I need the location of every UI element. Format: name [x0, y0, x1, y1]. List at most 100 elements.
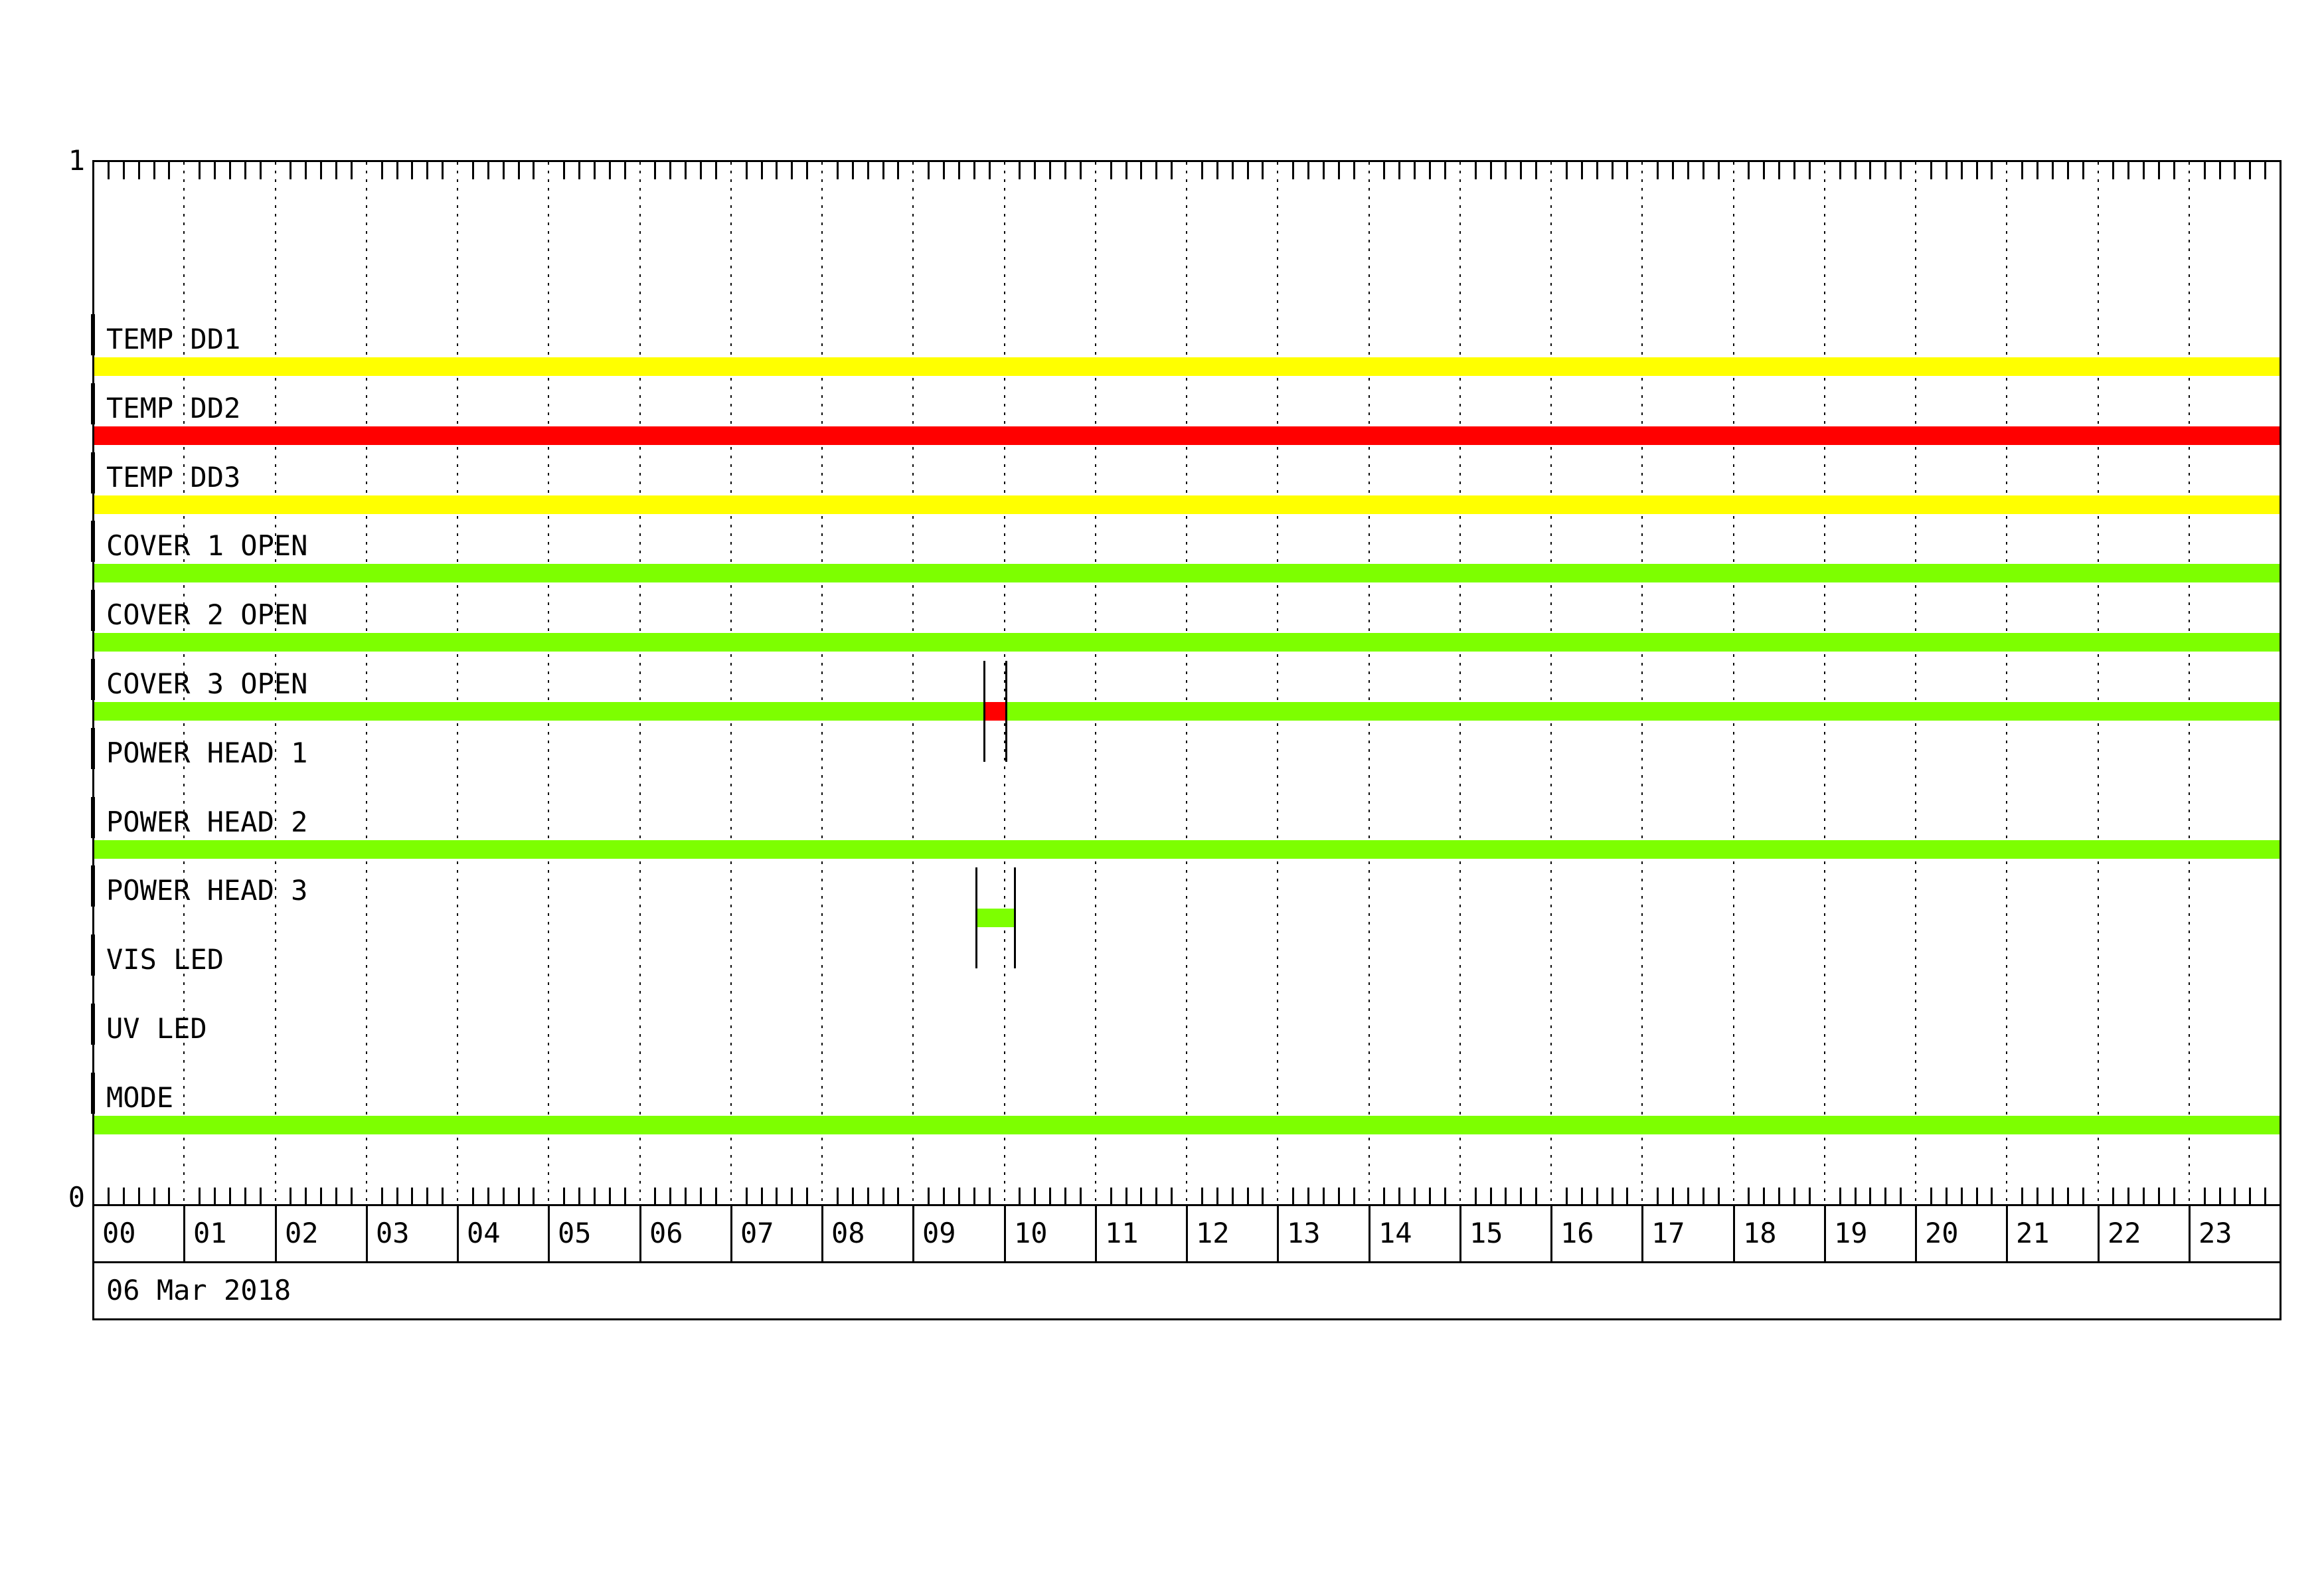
hour-gridline [1004, 162, 1005, 1205]
row-label: TEMP DD1 [106, 323, 241, 355]
hour-label: 13 [1287, 1217, 1321, 1249]
hour-cell-separator [2098, 1205, 2100, 1262]
top-minor-tick [609, 162, 611, 179]
hour-label: 14 [1378, 1217, 1412, 1249]
bottom-minor-tick [1383, 1188, 1385, 1205]
hour-cell-separator [1186, 1205, 1188, 1262]
hour-label: 03 [376, 1217, 410, 1249]
bottom-minor-tick [1292, 1188, 1294, 1205]
hour-cell-separator [1277, 1205, 1279, 1262]
top-minor-tick [1353, 162, 1355, 179]
bottom-minor-tick [1201, 1188, 1203, 1205]
bottom-minor-tick [1398, 1188, 1400, 1205]
top-minor-tick [1566, 162, 1568, 179]
bottom-minor-tick [2127, 1188, 2129, 1205]
bottom-minor-tick [1976, 1188, 1978, 1205]
top-minor-tick [2234, 162, 2236, 179]
top-minor-tick [2067, 162, 2069, 179]
bottom-minor-tick [989, 1188, 991, 1205]
top-minor-tick [260, 162, 262, 179]
hour-gridline [639, 162, 641, 1205]
row-axis-tick [91, 1073, 95, 1114]
top-minor-tick [1702, 162, 1704, 179]
top-minor-tick [1612, 162, 1614, 179]
bottom-minor-tick [897, 1188, 899, 1205]
bottom-minor-tick [199, 1188, 201, 1205]
top-minor-tick [396, 162, 398, 179]
hour-cell-separator [183, 1205, 185, 1262]
hour-gridline [548, 162, 549, 1205]
top-minor-tick [1946, 162, 1948, 179]
status-bar-segment [93, 840, 2280, 859]
bottom-minor-tick [1475, 1188, 1477, 1205]
bottom-minor-tick [2067, 1188, 2069, 1205]
hour-label: 09 [922, 1217, 956, 1249]
bottom-minor-tick [2052, 1188, 2054, 1205]
top-minor-tick [1080, 162, 1082, 179]
hour-gridline [2189, 162, 2190, 1205]
bottom-minor-tick [351, 1188, 353, 1205]
bottom-minor-tick [1307, 1188, 1309, 1205]
bottom-minor-tick [958, 1188, 960, 1205]
bottom-minor-tick [2143, 1188, 2145, 1205]
date-row-bottom-border [93, 1318, 2280, 1320]
bottom-minor-tick [1946, 1188, 1948, 1205]
bottom-minor-tick [761, 1188, 763, 1205]
top-minor-tick [958, 162, 960, 179]
top-minor-tick [1323, 162, 1325, 179]
hour-label: 12 [1196, 1217, 1230, 1249]
bottom-minor-tick [320, 1188, 322, 1205]
hour-label: 08 [831, 1217, 865, 1249]
y-axis-bottom-label: 0 [68, 1181, 85, 1213]
bottom-minor-tick [654, 1188, 656, 1205]
hour-cell-separator [1004, 1205, 1006, 1262]
top-minor-tick [852, 162, 854, 179]
hour-gridline [1277, 162, 1278, 1205]
bottom-minor-tick [1429, 1188, 1431, 1205]
top-minor-tick [806, 162, 808, 179]
row-axis-tick [91, 521, 95, 562]
hour-label: 15 [1469, 1217, 1503, 1249]
top-minor-tick [1869, 162, 1871, 179]
bottom-minor-tick [305, 1188, 307, 1205]
top-minor-tick [867, 162, 869, 179]
top-minor-tick [563, 162, 565, 179]
bottom-minor-tick [1763, 1188, 1765, 1205]
bottom-minor-tick [1019, 1188, 1021, 1205]
hour-label: 17 [1651, 1217, 1685, 1249]
bottom-minor-tick [1049, 1188, 1051, 1205]
bottom-minor-tick [578, 1188, 580, 1205]
top-minor-tick [1976, 162, 1978, 179]
bottom-minor-tick [2036, 1188, 2038, 1205]
plot-right-border [2280, 160, 2282, 1320]
top-minor-tick [2127, 162, 2129, 179]
top-minor-tick [1171, 162, 1173, 179]
bottom-minor-tick [928, 1188, 930, 1205]
hour-cell-separator [275, 1205, 277, 1262]
bottom-minor-tick [1702, 1188, 1704, 1205]
bottom-minor-tick [1672, 1188, 1674, 1205]
top-minor-tick [1900, 162, 1902, 179]
top-minor-tick [685, 162, 687, 179]
top-minor-tick [138, 162, 140, 179]
row-label: COVER 1 OPEN [106, 529, 308, 562]
top-minor-tick [1657, 162, 1659, 179]
bottom-minor-tick [715, 1188, 717, 1205]
row-axis-tick [91, 383, 95, 424]
top-minor-tick [1490, 162, 1492, 179]
top-minor-tick [2158, 162, 2160, 179]
bottom-minor-tick [746, 1188, 748, 1205]
bottom-minor-tick [685, 1188, 687, 1205]
hour-label: 06 [649, 1217, 683, 1249]
bottom-minor-tick [381, 1188, 383, 1205]
bottom-minor-tick [2173, 1188, 2175, 1205]
bottom-minor-tick [867, 1188, 869, 1205]
bottom-minor-tick [1520, 1188, 1522, 1205]
top-minor-tick [2173, 162, 2175, 179]
bottom-minor-tick [1626, 1188, 1628, 1205]
bottom-minor-tick [1884, 1188, 1886, 1205]
bottom-minor-tick [1809, 1188, 1811, 1205]
bottom-minor-tick [168, 1188, 170, 1205]
hour-cell-separator [2189, 1205, 2191, 1262]
